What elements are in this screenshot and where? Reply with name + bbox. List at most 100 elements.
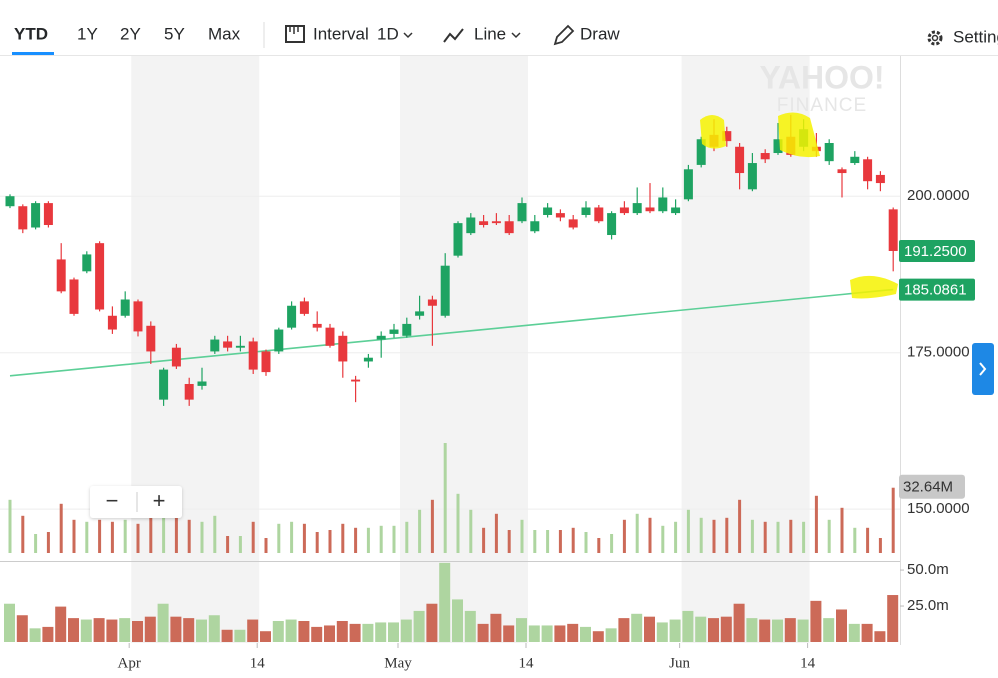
volume-bar (836, 609, 847, 642)
candle-body (197, 381, 207, 386)
volume-bar (648, 517, 652, 553)
volume-bar (132, 620, 143, 642)
value-badge (899, 278, 975, 301)
zoom-out[interactable]: − (106, 488, 119, 513)
candle-body (223, 341, 233, 348)
volume-bar (341, 523, 345, 553)
zoom-in[interactable]: + (153, 488, 166, 513)
value-badge (899, 474, 965, 499)
x-tick-label: Jun (669, 655, 690, 671)
volume-bar (605, 628, 617, 642)
candle-body (248, 341, 258, 370)
volume-bar (546, 530, 550, 553)
volume-bar (708, 618, 719, 642)
volume-bar (861, 623, 873, 642)
range-button[interactable]: 5Y (164, 24, 185, 43)
volume-bar (533, 530, 537, 553)
volume-bar (452, 599, 463, 642)
volume-bar (720, 616, 732, 642)
range-button[interactable]: 2Y (120, 24, 141, 43)
volume-bar (213, 515, 217, 553)
plot (4, 114, 899, 642)
draw-button[interactable]: Draw (553, 24, 620, 46)
highlight-marks (700, 112, 898, 299)
volume-bar (661, 525, 665, 553)
volume-bar (157, 603, 169, 642)
volume-bar (674, 521, 678, 553)
volume-bar (823, 618, 835, 642)
value-badge (899, 239, 975, 262)
candle-body (619, 207, 629, 214)
candle-body (594, 207, 604, 222)
volume-bar (456, 493, 460, 553)
candle-body (415, 311, 425, 316)
candle-body (146, 325, 156, 352)
candle-body (389, 329, 399, 334)
volume-bar (72, 519, 76, 553)
volume-bar (443, 443, 447, 553)
volume-bar (42, 626, 54, 642)
volume-bar (699, 517, 703, 553)
volume-bar (631, 613, 643, 642)
volume-bar (106, 619, 118, 642)
volume-bar (644, 616, 655, 642)
volume-bar (324, 625, 335, 642)
volume-bar (85, 521, 89, 553)
candle-body (517, 203, 527, 222)
volume-bar (848, 623, 860, 642)
toolbar: YTD 1Y 2Y 5Y Max Interval 1D Line Draw S… (0, 22, 998, 56)
candle-body (56, 259, 66, 292)
candle-body (568, 219, 578, 228)
y-tick-label: 175.0000 (907, 344, 970, 361)
volume-bar (763, 521, 767, 553)
candle-body (402, 323, 412, 336)
scroll-button[interactable] (972, 343, 994, 395)
volume-bar (695, 616, 707, 642)
volume-bar (597, 538, 601, 553)
volume-bar (264, 538, 268, 553)
candle-body (325, 327, 335, 346)
range-button[interactable]: YTD (14, 24, 48, 43)
volume-bar (234, 629, 246, 642)
candle-body (530, 221, 540, 232)
volume-bar (144, 616, 156, 642)
candle-body (658, 197, 668, 212)
candle-body (735, 146, 745, 174)
volume-bar (290, 521, 294, 553)
volume-bar (507, 530, 511, 553)
volume-bar (46, 532, 50, 553)
x-tick-label: Apr (118, 655, 141, 671)
volume-bar (238, 536, 242, 553)
interval-button[interactable]: Interval 1D (285, 24, 413, 43)
volume-bar (68, 618, 79, 642)
candle-body (863, 159, 873, 182)
volume-bar (840, 507, 844, 553)
range-button[interactable]: 1Y (77, 24, 98, 43)
volume-bar (400, 619, 412, 642)
chart-style-button[interactable]: Line (443, 24, 521, 43)
candle-body (824, 143, 834, 162)
x-tick-label: 14 (519, 655, 535, 671)
volume-bar (541, 625, 553, 642)
volume-bar (413, 610, 425, 642)
candle-body (120, 299, 130, 316)
caret (511, 32, 521, 39)
zoom-box (90, 486, 182, 518)
range-button[interactable]: Max (208, 24, 241, 43)
volume-bar (21, 515, 25, 553)
candle-body (261, 351, 271, 373)
volume-bar (187, 519, 191, 553)
volume-bar (251, 521, 255, 553)
settings-button[interactable]: Settings (927, 27, 998, 46)
volume-bar (272, 620, 284, 642)
candle-body (440, 265, 450, 316)
gear-icon (927, 30, 943, 46)
volume-bar (80, 619, 92, 642)
volume-bar (93, 618, 105, 642)
candle-body (850, 156, 860, 164)
volume-bar (98, 519, 102, 553)
volume-bar (635, 513, 639, 553)
volume-bar (592, 631, 604, 642)
volume-bar (866, 527, 870, 553)
